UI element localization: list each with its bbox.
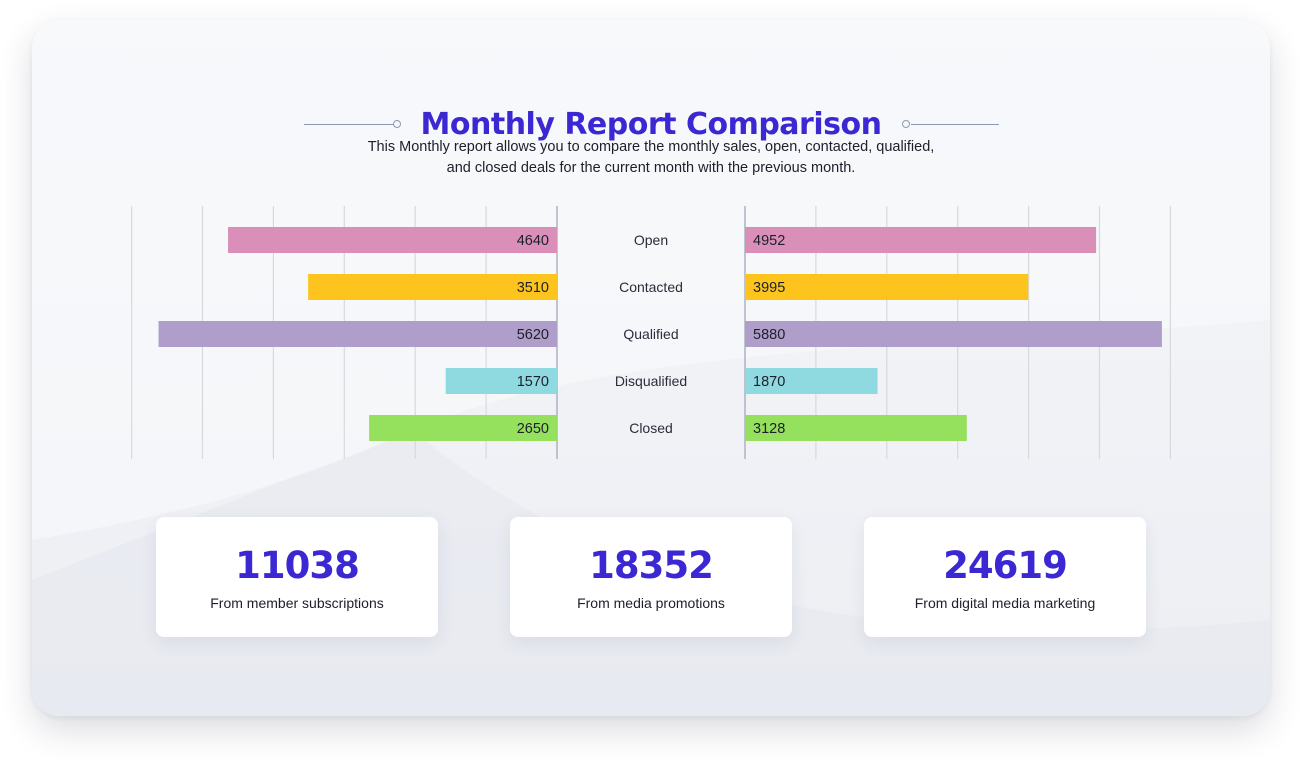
- bar-label-previous: 5620: [517, 327, 549, 343]
- bar-label-current: 1870: [753, 374, 785, 390]
- stat-label: From media promotions: [577, 595, 725, 611]
- title-left-line: [304, 124, 394, 125]
- stat-card-subscriptions: 11038 From member subscriptions: [156, 517, 438, 637]
- report-card: Monthly Report Comparison This Monthly r…: [32, 20, 1270, 716]
- stat-label: From member subscriptions: [210, 595, 384, 611]
- category-label: Qualified: [623, 326, 678, 342]
- bar-previous-contacted: [308, 274, 557, 300]
- bar-label-current: 4952: [753, 233, 785, 249]
- title-right-line: [911, 124, 999, 125]
- stat-card-media-promotions: 18352 From media promotions: [510, 517, 792, 637]
- category-label: Contacted: [619, 279, 683, 295]
- page-title: Monthly Report Comparison: [420, 107, 882, 142]
- title-row: Monthly Report Comparison: [32, 102, 1270, 148]
- comparison-chart: 4640 4952 Open 3510 3995 Contacted 5620 5880 Qua…: [130, 206, 1172, 459]
- category-label: Open: [634, 232, 668, 248]
- bar-previous-disqualified: [445, 368, 557, 394]
- bar-label-current: 5880: [753, 327, 785, 343]
- bar-label-current: 3128: [753, 421, 785, 437]
- bar-label-previous: 1570: [517, 374, 549, 390]
- bar-label-previous: 2650: [517, 421, 549, 437]
- page-subtitle: This Monthly report allows you to compar…: [301, 137, 1001, 179]
- bar-label-current: 3995: [753, 280, 785, 296]
- stat-card-digital-marketing: 24619 From digital media marketing: [864, 517, 1146, 637]
- subtitle-line-2: and closed deals for the current month w…: [446, 160, 856, 176]
- stat-value: 18352: [589, 544, 714, 587]
- bar-current-disqualified: [745, 368, 878, 394]
- bar-previous-closed: [369, 415, 557, 441]
- category-label: Closed: [629, 420, 673, 436]
- title-left-dot: [393, 120, 401, 128]
- bar-previous-qualified: [158, 321, 557, 347]
- bar-current-contacted: [745, 274, 1029, 300]
- bar-current-closed: [745, 415, 967, 441]
- stat-value: 11038: [235, 544, 360, 587]
- bar-label-previous: 3510: [517, 280, 549, 296]
- subtitle-line-1: This Monthly report allows you to compar…: [367, 139, 935, 155]
- bar-current-qualified: [745, 321, 1162, 347]
- bar-current-open: [745, 227, 1097, 253]
- stat-value: 24619: [943, 544, 1068, 587]
- title-right-dot: [902, 120, 910, 128]
- bar-previous-open: [228, 227, 558, 253]
- bar-label-previous: 4640: [517, 233, 549, 249]
- category-label: Disqualified: [615, 373, 687, 389]
- stat-label: From digital media marketing: [914, 595, 1096, 611]
